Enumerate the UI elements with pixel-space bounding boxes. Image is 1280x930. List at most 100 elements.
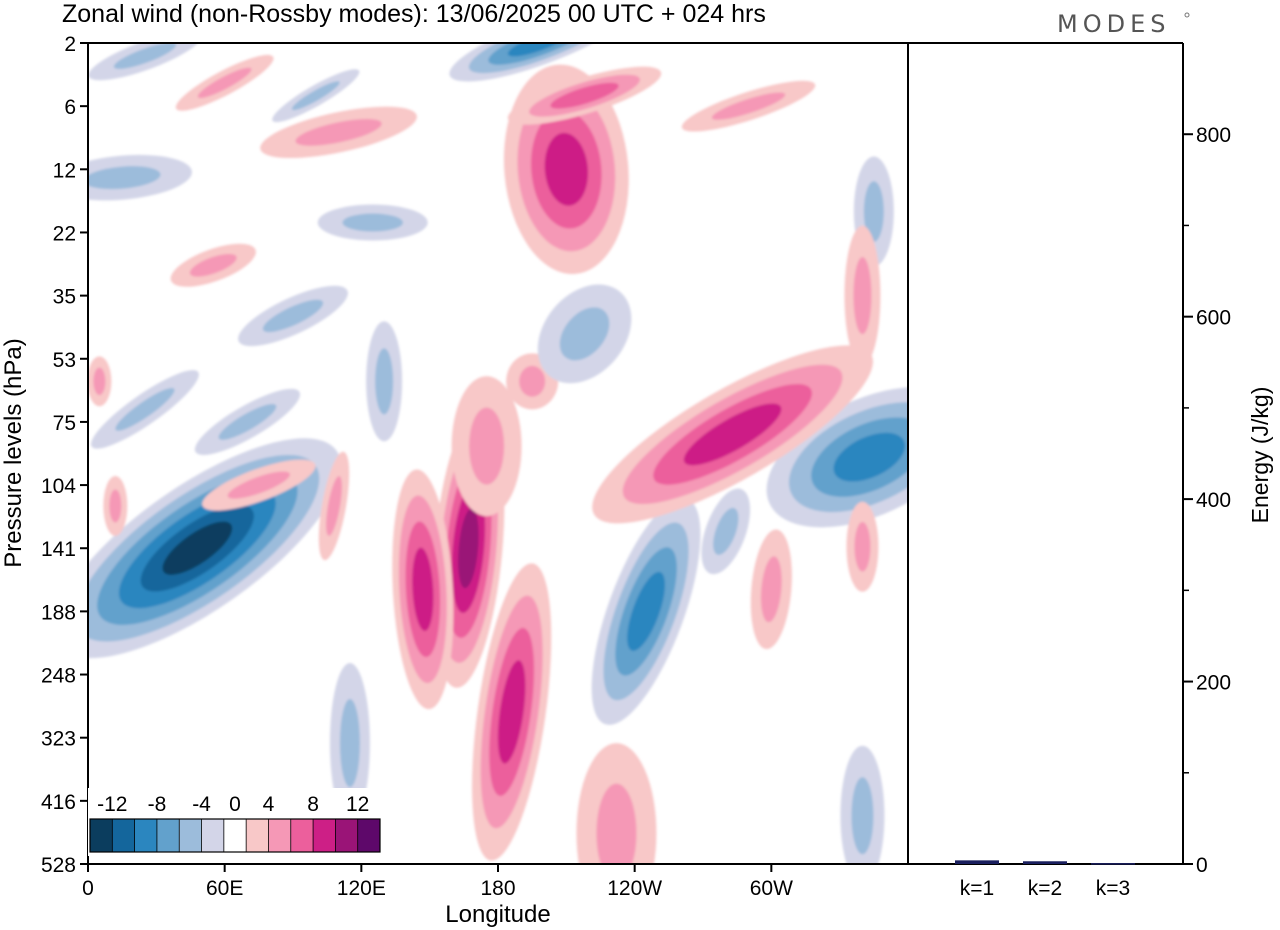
positive-wind-streak	[844, 225, 881, 366]
y-tick-label: 528	[41, 854, 76, 877]
contour-band	[295, 118, 382, 146]
contour-band	[853, 257, 872, 335]
contour-band	[375, 348, 394, 415]
contour-band	[863, 181, 884, 242]
energy-tick-label: 400	[1196, 489, 1231, 512]
negative-wind-streak	[194, 388, 301, 455]
brand-logo-mark	[1184, 12, 1190, 18]
contour-band	[469, 407, 505, 485]
y-tick-label: 104	[41, 475, 76, 498]
negative-wind-streak	[88, 154, 192, 201]
colorbar-label: -12	[97, 793, 127, 816]
contour-band	[115, 387, 175, 431]
energy-tick-label: 0	[1196, 854, 1208, 877]
contour-band	[519, 365, 546, 397]
colorbar-swatch	[268, 819, 292, 852]
positive-wind-streak	[576, 743, 657, 864]
y-tick-label: 22	[53, 222, 76, 245]
x-tick-label: 180	[480, 877, 515, 900]
energy-category-label: k=3	[1096, 877, 1130, 900]
y-tick-label: 35	[53, 286, 76, 309]
negative-wind-streak	[701, 488, 751, 575]
contour-band	[550, 82, 619, 109]
negative-wind-streak	[238, 285, 348, 347]
contour-band	[227, 471, 290, 499]
y-tick-label: 188	[41, 601, 76, 624]
contour-band	[109, 489, 122, 523]
contour-band	[342, 213, 403, 232]
colorbar-swatch	[134, 819, 158, 852]
energy-tick-label: 600	[1196, 307, 1231, 330]
contour-band	[162, 521, 233, 575]
negative-wind-streak	[366, 321, 403, 442]
positive-wind-streak	[451, 376, 522, 517]
negative-wind-streak	[329, 663, 370, 824]
contour-band	[326, 476, 342, 536]
y-tick-label: 6	[64, 96, 76, 119]
contour-band	[711, 92, 786, 120]
colorbar-swatch	[313, 819, 336, 852]
y-tick-label: 141	[41, 538, 76, 561]
positive-wind-anomaly	[592, 345, 873, 524]
positive-wind-streak	[88, 356, 112, 407]
energy-bar	[955, 860, 999, 864]
colorbar-swatch	[90, 819, 113, 852]
contour-band	[458, 508, 479, 589]
x-axis: 0 60E 120E 180 120W 60W	[82, 864, 793, 900]
positive-wind-streak	[103, 475, 128, 536]
x-tick-label: 60E	[206, 877, 243, 900]
contour-band	[544, 132, 589, 206]
y-tick-label: 75	[53, 412, 76, 435]
chart-title: Zonal wind (non-Rossby modes): 13/06/202…	[62, 0, 766, 28]
colorbar-label: 0	[229, 793, 241, 816]
contour-band	[197, 67, 252, 99]
colorbar-frame	[89, 818, 381, 853]
contour-band	[339, 699, 360, 788]
positive-wind-streak	[175, 54, 274, 111]
energy-bar	[1023, 861, 1067, 864]
colorbar-swatch	[201, 819, 225, 852]
y-tick-label: 12	[53, 159, 76, 182]
y-tick-label: 323	[41, 728, 76, 751]
colorbar-label: 4	[263, 793, 275, 816]
colorbar-swatch	[223, 819, 247, 852]
negative-wind-streak	[272, 69, 360, 123]
y-tick-label: 2	[64, 33, 76, 56]
energy-axis-label: Energy (J/kg)	[1247, 387, 1273, 524]
x-tick-label: 120E	[337, 877, 386, 900]
main-plot: 0 60E 120E 180 120W 60W 2 6 12 22 35 53 75 104 141 188…	[0, 33, 909, 928]
contour-band	[189, 253, 237, 277]
y-axis: 2 6 12 22 35 53 75 104 141 188 248 323 416 528	[41, 33, 88, 877]
negative-wind-streak	[840, 745, 885, 864]
positive-wind-streak	[846, 501, 879, 592]
x-tick-label: 0	[82, 877, 94, 900]
energy-tick-label: 800	[1196, 124, 1231, 147]
energy-bars: k=1 k=2 k=3	[955, 860, 1135, 900]
colorbar-swatch	[156, 819, 180, 852]
positive-wind-streak	[260, 106, 417, 159]
y-tick-label: 416	[41, 791, 76, 814]
positive-wind-streak	[750, 529, 792, 650]
contour-band	[854, 522, 871, 572]
contour-band	[627, 571, 665, 651]
colorbar-swatch	[246, 819, 269, 852]
brand-logo: MODES	[1057, 10, 1170, 38]
contour-band	[851, 777, 874, 855]
colorbar-swatch	[179, 819, 203, 852]
colorbar-swatch	[290, 819, 314, 852]
positive-wind-streak	[681, 80, 816, 132]
contour-band	[262, 299, 324, 333]
colorbar-label: 8	[307, 793, 319, 816]
contour-band	[497, 660, 526, 764]
energy-category-label: k=2	[1028, 877, 1062, 900]
positive-wind-streak	[202, 459, 316, 511]
y-axis-label: Pressure levels (hPa)	[0, 338, 27, 567]
colorbar-swatch	[335, 819, 359, 852]
energy-axis: 0 200 400 600 800	[1183, 124, 1231, 877]
contour-band	[291, 81, 340, 111]
negative-wind-anomaly	[591, 497, 701, 725]
energy-category-label: k=1	[960, 877, 994, 900]
positive-wind-anomaly	[503, 64, 629, 275]
colorbar-label: -8	[148, 793, 167, 816]
colorbar-label: 12	[346, 793, 369, 816]
